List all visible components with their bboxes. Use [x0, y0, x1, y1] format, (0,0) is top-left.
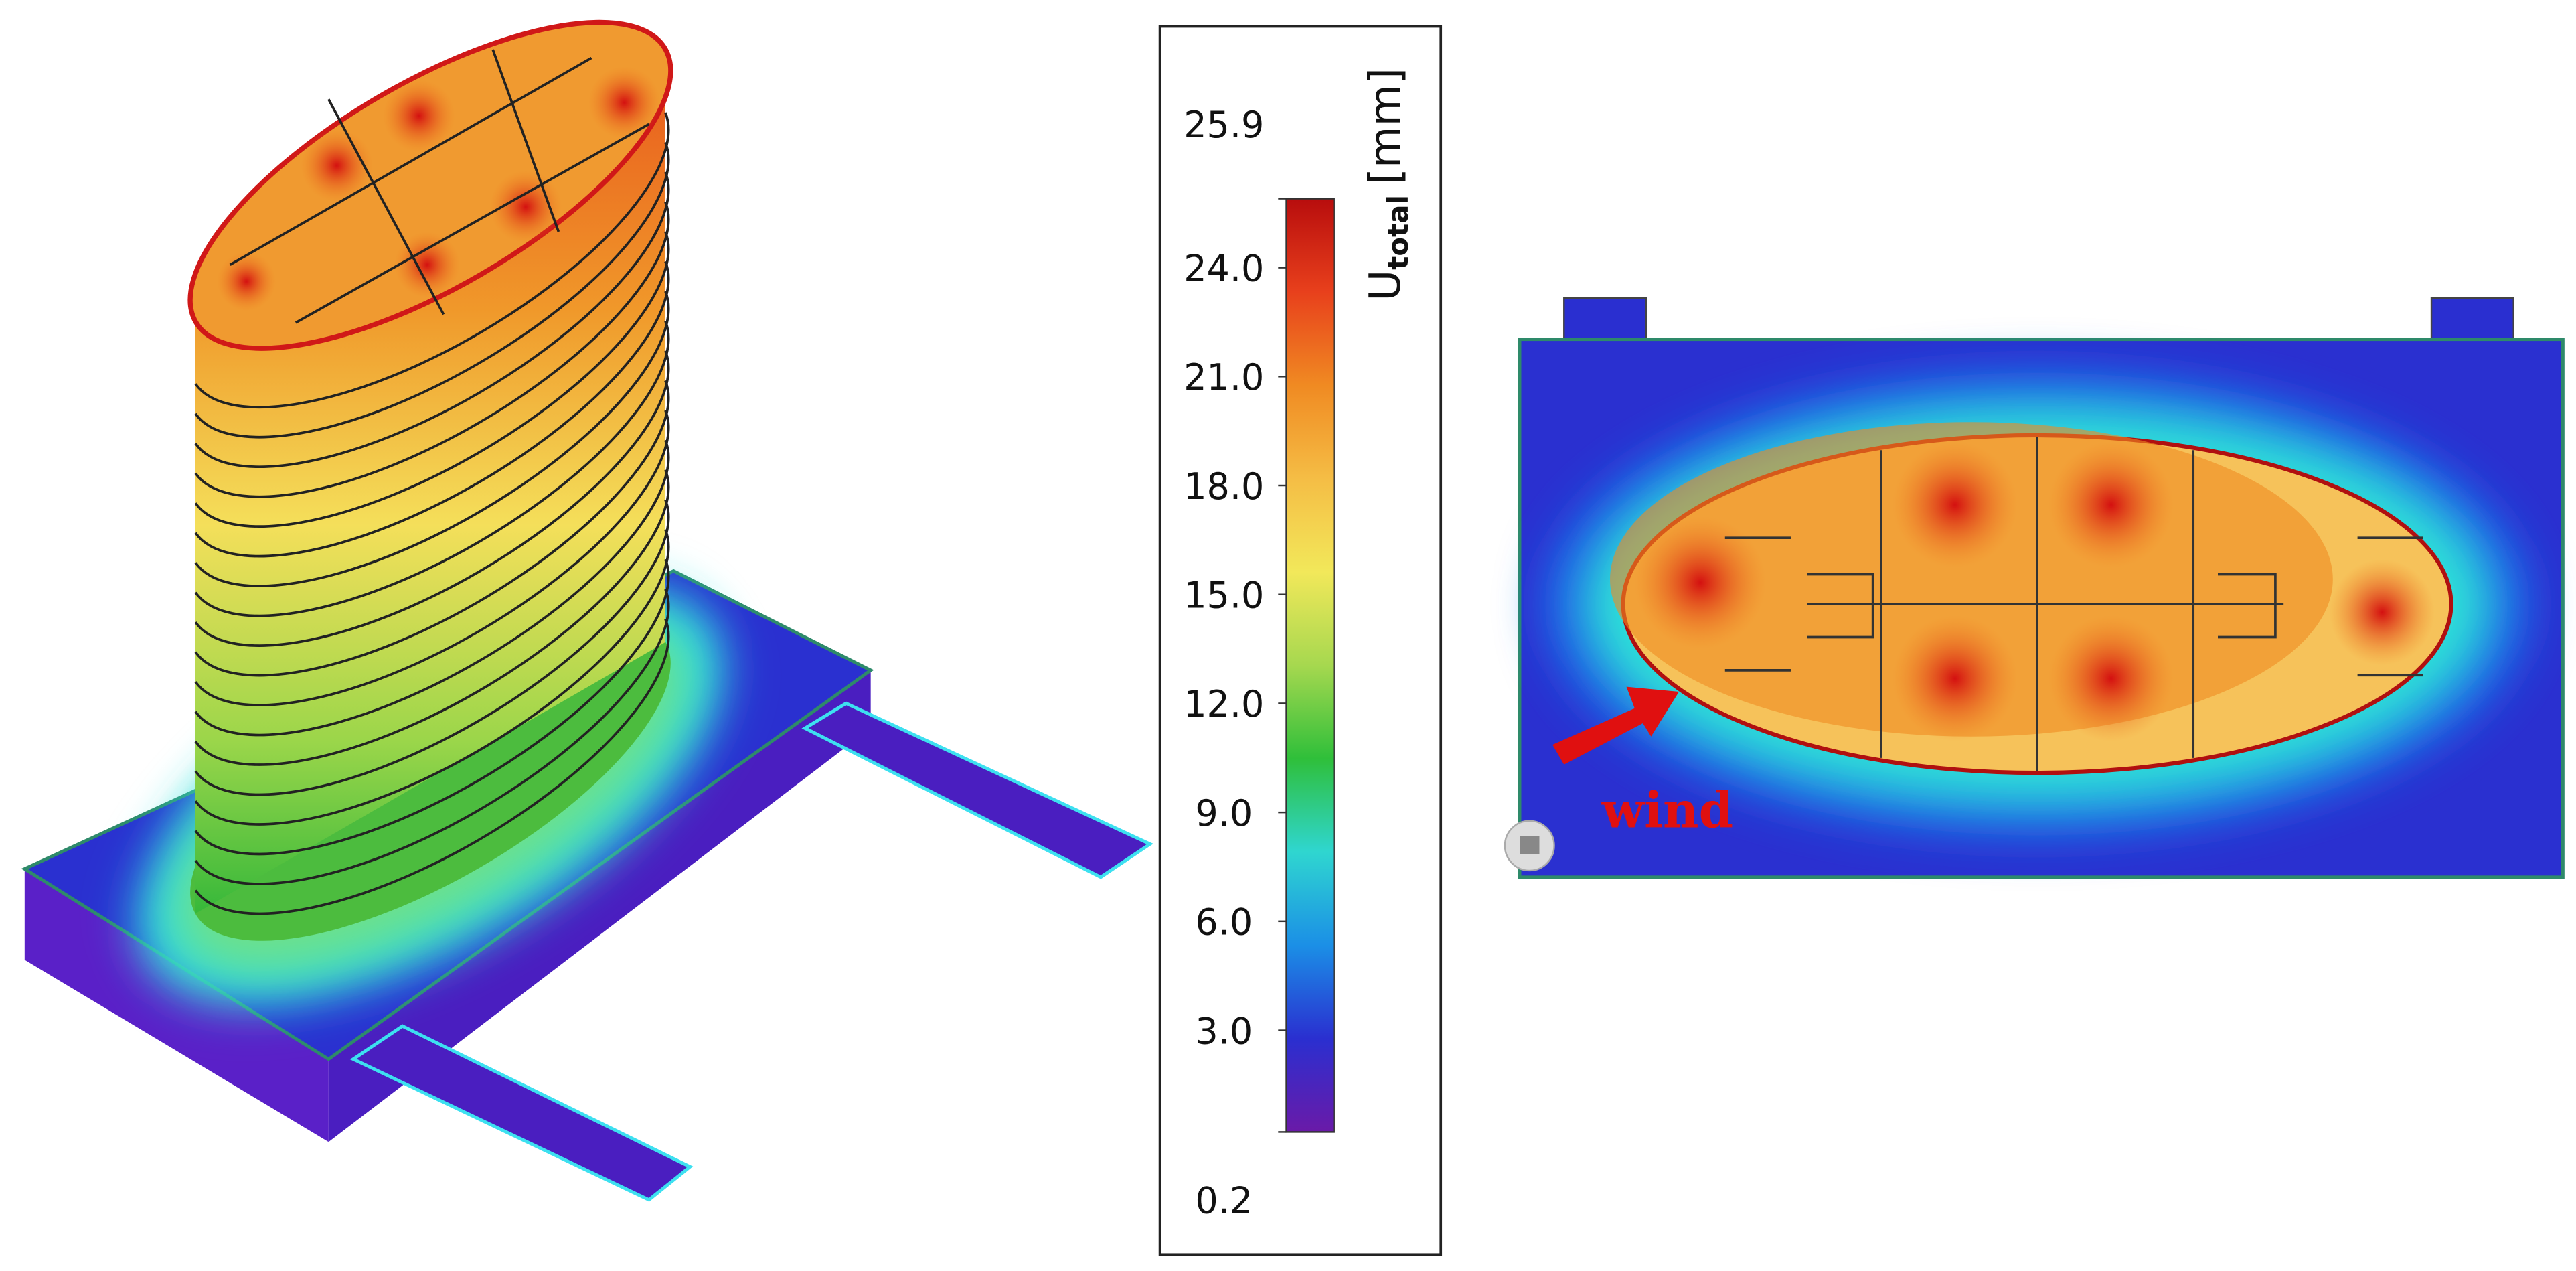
tick-label: 25.9 — [1184, 104, 1264, 146]
floor-line — [194, 201, 670, 498]
legend: Utotal [mm] 25.9 24.0 21.0 18.0 15.0 12.0 9.0 6.… — [1158, 25, 1443, 1256]
floor-line — [194, 231, 670, 528]
tick-label: 0.2 — [1195, 1179, 1253, 1221]
tick-label: 6.0 — [1195, 901, 1253, 943]
plan-view: wind — [1504, 297, 2565, 879]
floor-line — [194, 112, 670, 409]
wind-annotation: wind — [1601, 781, 1733, 839]
unit: [mm] — [1361, 68, 1411, 185]
floor-line — [194, 260, 670, 558]
tick-label: 12.0 — [1184, 683, 1264, 725]
subscript: total — [1382, 195, 1415, 270]
floor-line — [194, 499, 670, 796]
floor-line — [194, 469, 670, 766]
tick-label: 21.0 — [1184, 356, 1264, 398]
tick-label: 24.0 — [1184, 247, 1264, 289]
floor-line — [194, 380, 670, 677]
tick-label: 18.0 — [1184, 465, 1264, 508]
floor-line — [194, 618, 670, 915]
floor-line — [194, 171, 670, 469]
floor-line — [194, 410, 670, 706]
floor-line — [194, 320, 670, 617]
symbol: U — [1361, 270, 1411, 301]
legend-title: Utotal [mm] — [1361, 68, 1415, 301]
tick-label: 3.0 — [1195, 1010, 1253, 1052]
tick-label: 9.0 — [1195, 792, 1253, 834]
color-bar — [1285, 198, 1335, 1133]
floor-line — [194, 291, 670, 587]
floor-line — [194, 350, 670, 647]
floor-line — [194, 141, 670, 439]
tick-label: 15.0 — [1184, 574, 1264, 616]
floor-line — [194, 529, 670, 826]
floor-line — [194, 439, 670, 737]
floor-line — [194, 589, 670, 885]
floor-line — [194, 558, 670, 856]
model-3d — [21, 19, 1153, 1202]
